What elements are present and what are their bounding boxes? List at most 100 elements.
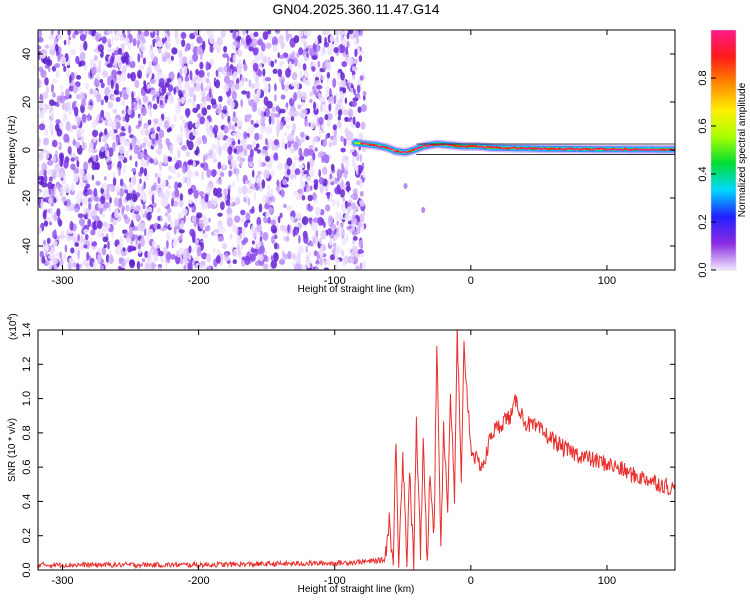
noise-cell (38, 45, 42, 50)
noise-cell (332, 223, 336, 230)
signal-peak-cell (459, 145, 463, 148)
noise-cell (318, 169, 322, 178)
noise-cell (177, 149, 181, 159)
noise-cell (256, 224, 262, 233)
noise-cell (276, 123, 281, 133)
noise-cell (291, 72, 298, 81)
noise-cell (166, 240, 169, 249)
snr-y-multiplier: (x104) (7, 313, 19, 340)
noise-cell (211, 197, 214, 206)
noise-cell (142, 204, 146, 210)
noise-cell (138, 249, 142, 254)
noise-cell (318, 116, 324, 125)
spectrogram-x-tick-label: -100 (324, 275, 346, 287)
noise-cell (221, 67, 225, 75)
noise-cell (51, 139, 58, 148)
noise-cell (234, 122, 238, 127)
noise-cell (232, 31, 237, 40)
noise-cell (317, 92, 322, 100)
noise-cell (45, 260, 50, 266)
noise-cell (253, 191, 257, 201)
signal-peak-cell (426, 145, 430, 148)
noise-cell (259, 245, 265, 255)
noise-cell (359, 191, 364, 197)
noise-cell (156, 223, 161, 230)
noise-cell (192, 130, 199, 137)
noise-cell (187, 98, 193, 104)
noise-cell (40, 69, 47, 78)
noise-cell (47, 159, 54, 166)
noise-cell (93, 55, 98, 61)
noise-cell (342, 196, 346, 203)
noise-cell (143, 123, 149, 129)
noise-cell (231, 124, 236, 131)
noise-cell (294, 168, 301, 176)
noise-cell (353, 30, 360, 39)
noise-cell (139, 222, 146, 232)
noise-cell (227, 146, 233, 155)
noise-cell (158, 250, 164, 257)
noise-cell (110, 79, 114, 89)
noise-cell (222, 53, 229, 58)
noise-cell (274, 113, 281, 118)
noise-cell (188, 55, 193, 65)
noise-cell (254, 181, 258, 189)
noise-cell (350, 252, 354, 257)
noise-cell (92, 129, 99, 138)
noise-cell (363, 95, 366, 101)
noise-cell (300, 264, 307, 270)
noise-cell (168, 184, 172, 189)
noise-cell (302, 109, 308, 114)
noise-cell (46, 59, 53, 67)
noise-cell (313, 250, 318, 257)
noise-cell (87, 218, 92, 228)
noise-cell (83, 229, 89, 234)
noise-cell (191, 215, 197, 223)
noise-cell (267, 30, 272, 35)
noise-cell (69, 203, 75, 212)
noise-cell (89, 162, 93, 167)
noise-cell (45, 85, 50, 94)
noise-cell (296, 90, 302, 99)
noise-cell (351, 230, 358, 236)
noise-cell (334, 37, 340, 45)
noise-cell (192, 248, 195, 254)
noise-cell (356, 92, 361, 99)
noise-cell (240, 99, 244, 108)
noise-cell (258, 133, 263, 141)
noise-cell (165, 231, 171, 241)
signal-peak-cell (429, 144, 433, 147)
noise-cell (339, 82, 343, 88)
signal-peak-cell (596, 147, 601, 150)
noise-cell (273, 139, 279, 146)
noise-cell (137, 53, 141, 63)
noise-cell (282, 178, 288, 185)
noise-cell (355, 265, 360, 270)
signal-peak-cell (653, 148, 658, 151)
noise-cell (80, 169, 85, 175)
noise-cell (105, 253, 110, 263)
noise-cell (333, 95, 337, 105)
noise-cell (260, 110, 264, 118)
noise-cell (179, 67, 183, 77)
noise-cell (263, 169, 270, 179)
snr-background (38, 330, 675, 570)
noise-cell (289, 174, 295, 179)
noise-cell (354, 58, 358, 65)
noise-cell (360, 104, 367, 113)
signal-peak-cell (453, 144, 457, 147)
noise-cell (93, 91, 98, 98)
noise-cell (126, 192, 130, 201)
noise-cell (164, 52, 171, 59)
noise-cell (259, 230, 263, 236)
noise-cell (222, 163, 226, 170)
noise-cell (107, 163, 112, 171)
noise-cell (91, 215, 97, 220)
signal-peak-cell (599, 147, 604, 150)
noise-cell (127, 30, 131, 36)
noise-cell (178, 247, 185, 255)
noise-cell (68, 36, 71, 41)
noise-cell (57, 54, 61, 63)
noise-cell (304, 70, 310, 78)
noise-cell (337, 108, 343, 117)
